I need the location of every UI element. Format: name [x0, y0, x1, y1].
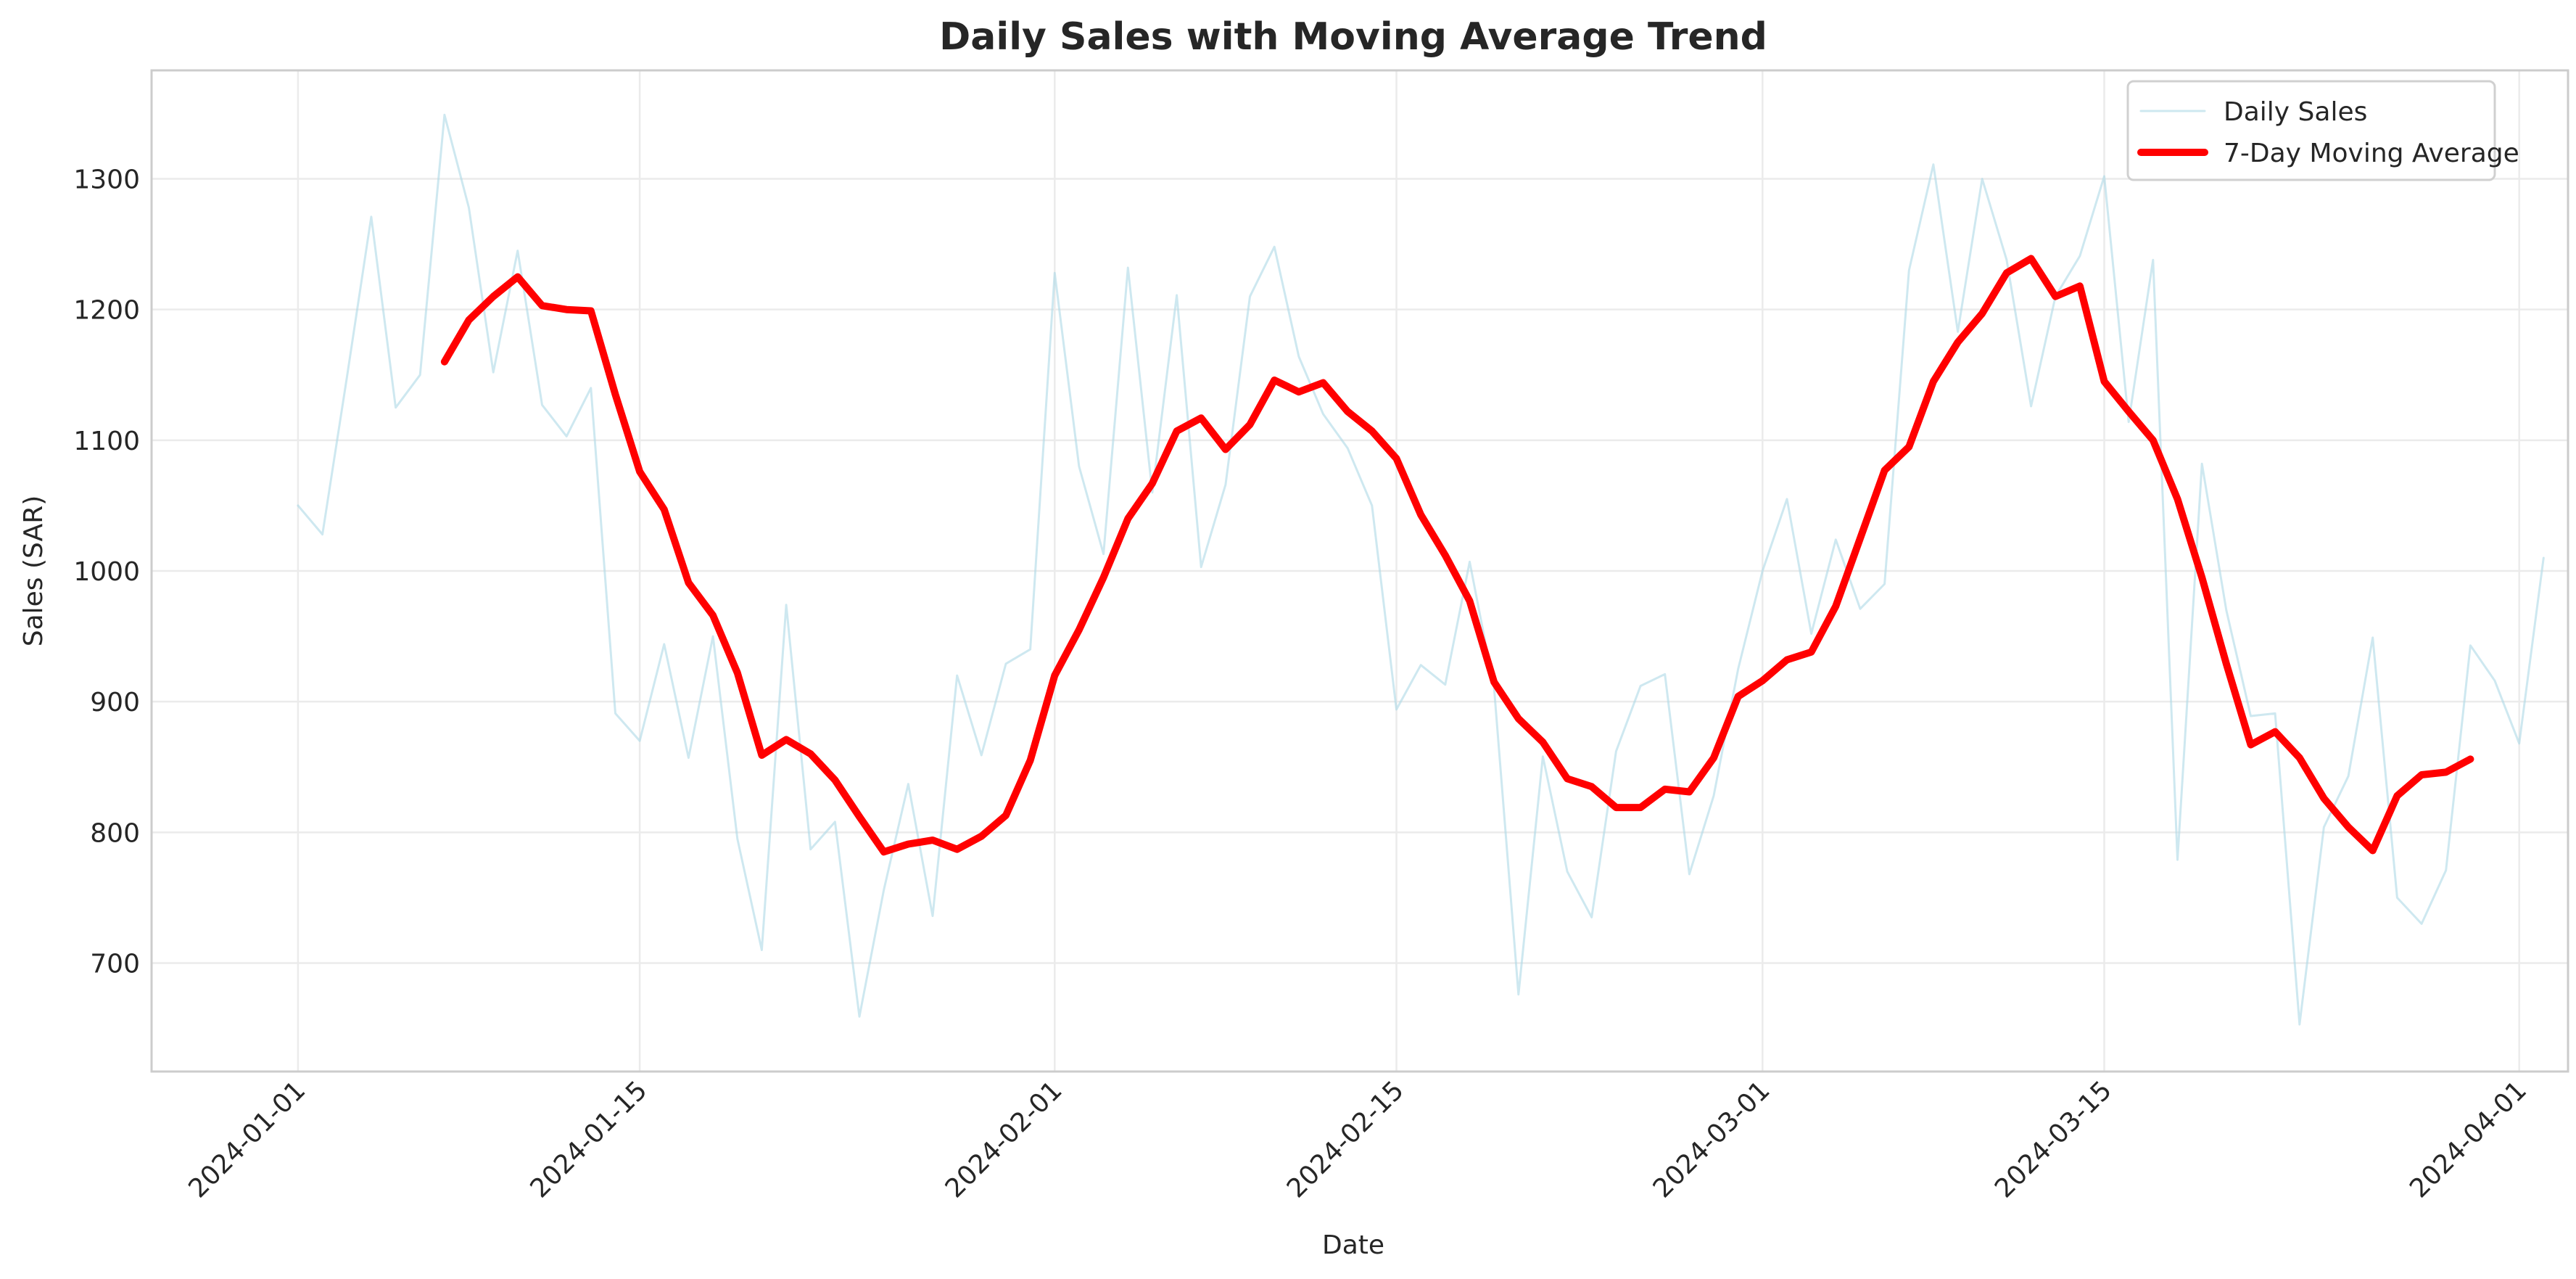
y-tick-label: 1300 [73, 165, 140, 195]
plot-frame [150, 69, 2569, 1073]
y-tick-label: 800 [90, 818, 140, 848]
legend-label-daily-sales: Daily Sales [2224, 97, 2367, 127]
legend: Daily Sales 7-Day Moving Average [2126, 80, 2519, 181]
y-tick-label: 1000 [73, 557, 140, 587]
series-line-0 [297, 113, 2545, 1026]
series-moving-average [440, 255, 2474, 856]
y-axis-ticks: 700 800 900 1000 1100 1200 1300 [73, 165, 140, 979]
legend-label-moving-average: 7-Day Moving Average [2224, 139, 2519, 168]
x-axis-label: Date [1322, 1230, 1384, 1260]
chart-title: Daily Sales with Moving Average Trend [939, 15, 1767, 59]
y-tick-label: 700 [90, 949, 140, 979]
series-line-1 [440, 255, 2474, 856]
series-daily-sales [297, 113, 2545, 1026]
y-tick-label: 1200 [73, 296, 140, 326]
plot-area [150, 69, 2569, 1073]
y-tick-label: 900 [90, 688, 140, 717]
y-axis-label: Sales (SAR) [19, 495, 49, 647]
legend-box [2126, 80, 2496, 181]
y-tick-label: 1100 [73, 427, 140, 456]
